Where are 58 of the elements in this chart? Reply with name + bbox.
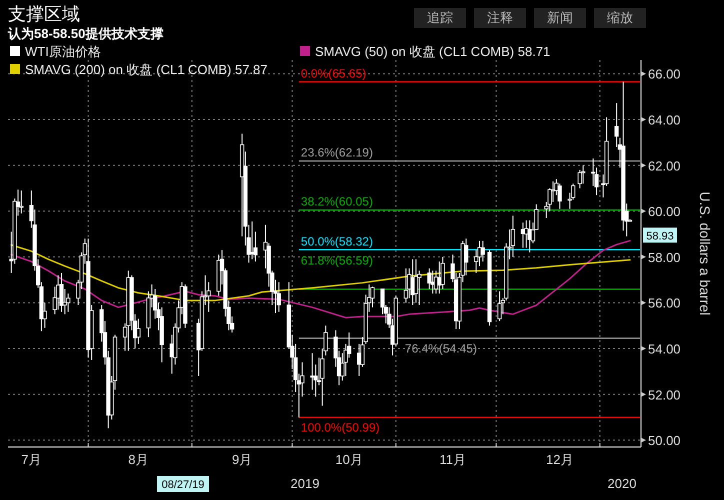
x-tick-label: 9月 [232,452,252,467]
legend-label: WTI原油价格 [25,44,101,59]
text: 08/27/19 [162,479,204,491]
candlestick [62,288,67,315]
ref-line-label: 61.8%(56.59) [300,253,373,268]
ref-line-label: 0.0%(65.65) [300,66,366,80]
candlestick [370,286,375,308]
candlestick [510,215,516,258]
ref-line-label: 100.0%(50.99) [300,420,380,435]
candlestick [414,258,418,304]
y-tick-label: 58.00 [648,250,681,265]
candlestick [136,318,141,344]
y-tick-label: 60.00 [648,204,681,220]
x-tick-label: 12月 [546,452,574,467]
y-tick-label: 64.00 [648,112,681,128]
chart-subtitle: 认为58-58.50提供技术支撑 [7,26,164,41]
candlestick [66,293,70,312]
annotation: 58.93 [646,230,674,243]
candlestick [430,270,435,294]
x-tick-label: 8月 [128,452,149,467]
candlestick [497,290,502,322]
y-tick-label: 66.00 [648,66,681,82]
y-axis-title: U.S. dollars a barrel [697,192,713,316]
candlestick [440,256,445,290]
y-tick-label: 50.00 [648,433,681,448]
text: 追踪 [427,10,453,25]
candlestick [581,164,586,184]
candlestick [524,220,528,248]
candlestick [427,268,432,290]
y-tick-label: 54.00 [648,342,681,357]
candlestick [404,268,408,304]
y-tick-label: 56.00 [648,296,681,311]
y-tick-label: 52.00 [648,387,681,402]
candlestick [59,272,64,312]
text: 新闻 [547,10,573,25]
candlestick [614,102,619,148]
x-tick-label: 10月 [335,452,363,467]
candlestick [464,238,468,276]
text: 缩放 [607,10,633,25]
y-tick-label: 62.00 [648,158,681,174]
x-tick-label: 11月 [439,452,466,467]
text: 2020 [608,476,636,491]
ref-line-label: 76.4%(54.45) [404,342,477,356]
ref-line-label: 50.0%(58.32) [300,234,373,248]
candlestick [310,352,314,390]
legend-label: SMAVG (50) on 收盘 (CL1 COMB) 58.71 [315,44,550,59]
candlestick [480,240,485,262]
candlestick [578,169,582,189]
text: 注释 [487,10,513,25]
legend-label: SMAVG (200) on 收盘 (CL1 COMB) 57.87 [25,62,268,77]
candlestick [250,220,254,260]
ref-line-label: 23.6%(62.19) [300,146,373,160]
x-tick-label: 7月 [21,452,42,467]
candlestick [276,282,281,312]
text: 2019 [290,476,320,491]
chart-title: 支撑区域 [8,4,80,24]
candlestick [558,183,562,210]
ref-line-label: 38.2%(60.05) [300,194,373,209]
